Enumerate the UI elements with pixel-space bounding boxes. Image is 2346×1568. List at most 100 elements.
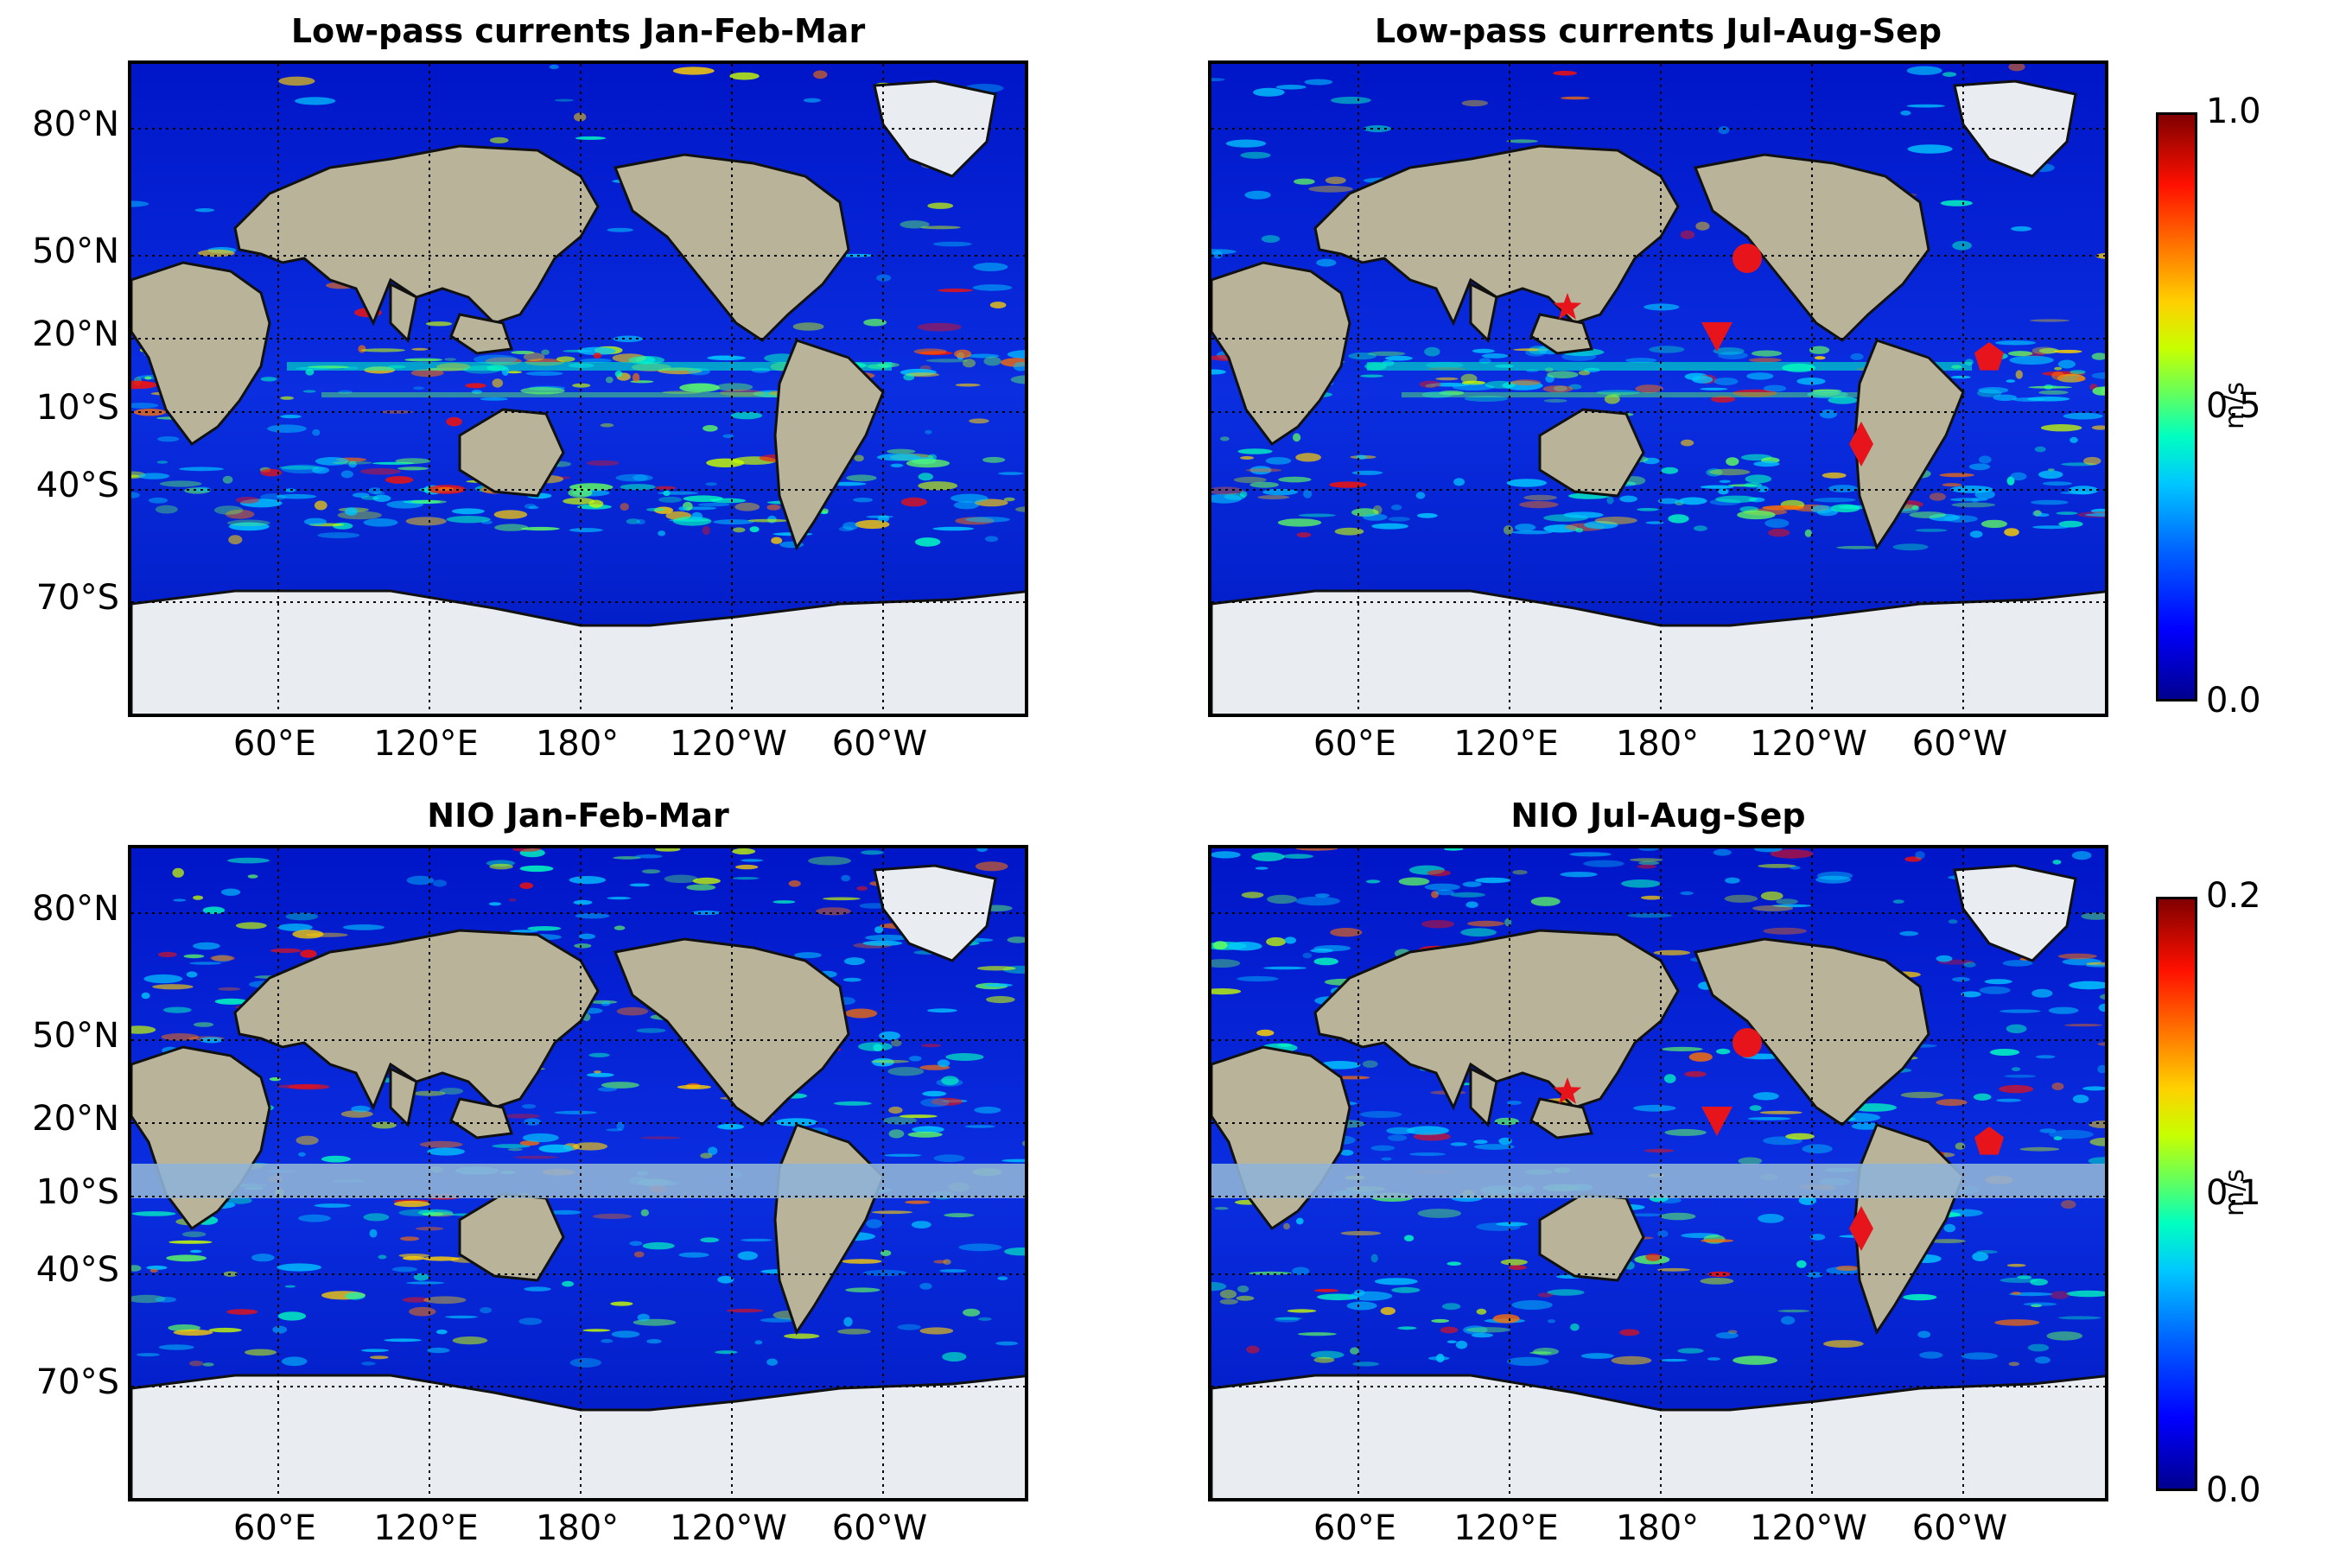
map-canvas xyxy=(1211,64,2105,714)
panel-lowpass-jas: Low-pass currents Jul-Aug-Sep 60°E 120°E 1… xyxy=(1208,12,2108,764)
lon-tick-label: 60°E xyxy=(232,724,317,764)
lon-tick-label: 180° xyxy=(1615,724,1700,764)
colorbar-unit-label: m/s xyxy=(2219,382,2250,429)
lon-tick-label: 120°W xyxy=(1750,1508,1867,1548)
station-diamond-marker xyxy=(1849,1206,1873,1251)
map-nio-jas xyxy=(1208,845,2108,1501)
map-nio-jfm xyxy=(128,845,1028,1501)
land-antarctica xyxy=(1211,1374,2105,1498)
land-seasia xyxy=(1529,1097,1594,1139)
land-africa xyxy=(131,261,271,447)
lon-tick-label: 60°E xyxy=(1313,724,1397,764)
lon-tick-label: 60°W xyxy=(1911,724,2008,764)
lat-tick-label: 40°S xyxy=(35,1250,119,1290)
lon-tick-label: 60°W xyxy=(831,724,928,764)
lat-tick-label: 20°N xyxy=(32,314,119,354)
graticule xyxy=(1211,848,2105,1498)
station-triangle-marker xyxy=(1701,1107,1732,1136)
lon-tick-label: 120°W xyxy=(1750,724,1867,764)
continents xyxy=(131,79,1025,714)
colorbar-tick-mid: 0.5 xyxy=(2206,386,2261,426)
station-diamond-marker xyxy=(1849,422,1873,467)
panel-title: NIO Jul-Aug-Sep xyxy=(1510,797,1806,835)
lon-tick-label: 120°W xyxy=(670,1508,787,1548)
map-lowpass-jas xyxy=(1208,60,2108,717)
land-seasia xyxy=(449,1097,514,1139)
land-namerica xyxy=(1693,153,1930,342)
lon-tick-label: 60°E xyxy=(232,1508,317,1548)
land-antarctica xyxy=(131,1374,1025,1498)
lon-tick-label: 120°W xyxy=(670,724,787,764)
lon-tick-label: 60°W xyxy=(831,1508,928,1548)
map-canvas xyxy=(131,848,1025,1498)
colorbar-tick-mid: 0.1 xyxy=(2206,1173,2261,1213)
lat-tick-label: 40°S xyxy=(35,466,119,505)
panel-nio-jfm: NIO Jan-Feb-Mar 80°N 50°N 20°N 10°S 40°S 70°S… xyxy=(32,797,1028,1548)
lon-tick-label: 180° xyxy=(535,1508,620,1548)
station-markers xyxy=(1553,244,2005,467)
station-triangle-marker xyxy=(1701,322,1732,352)
colorbar-tick-max: 0.2 xyxy=(2206,876,2261,916)
panel-nio-jas: NIO Jul-Aug-Sep 60°E 120°E 180° 120°W 60°W xyxy=(1208,797,2108,1548)
lon-tick-label: 180° xyxy=(1615,1508,1700,1548)
lon-tick-label: 120°E xyxy=(373,1508,479,1548)
station-star-marker xyxy=(1553,1077,1582,1104)
station-star-marker xyxy=(1553,293,1582,320)
colorbar-gradient xyxy=(2156,897,2197,1491)
graticule xyxy=(1211,64,2105,714)
panel-lowpass-jfm: Low-pass currents Jan-Feb-Mar 80°N 50°N 20… xyxy=(32,12,1028,764)
lat-tick-label: 50°N xyxy=(32,1016,119,1056)
equatorial-mask-band xyxy=(1211,1164,2105,1198)
land-india xyxy=(1469,282,1498,344)
station-markers xyxy=(1553,1028,2005,1251)
land-india xyxy=(1469,1066,1498,1128)
lon-tick-label: 120°E xyxy=(373,724,479,764)
lat-tick-label: 70°S xyxy=(35,578,119,618)
colorbar-tick-min: 0.0 xyxy=(2206,681,2261,721)
land-australia xyxy=(1538,408,1645,498)
land-australia xyxy=(458,408,565,498)
land-antarctica xyxy=(1211,589,2105,714)
lat-tick-label: 50°N xyxy=(32,232,119,271)
colorbar-unit-label: m/s xyxy=(2219,1169,2250,1216)
land-seasia xyxy=(449,313,514,355)
map-lowpass-jfm xyxy=(128,60,1028,717)
lat-tick-label: 80°N xyxy=(32,889,119,929)
map-canvas xyxy=(131,64,1025,714)
lon-tick-label: 60°E xyxy=(1313,1508,1397,1548)
lat-tick-label: 10°S xyxy=(35,1172,119,1212)
land-antarctica xyxy=(131,589,1025,714)
graticule xyxy=(131,848,1025,1498)
station-circle-marker xyxy=(1732,244,1762,273)
land-namerica xyxy=(613,153,850,342)
station-pentagon-marker xyxy=(1974,342,2005,371)
land-namerica xyxy=(1693,937,1930,1127)
map-canvas xyxy=(1211,848,2105,1498)
colorbar-gradient xyxy=(2156,112,2197,701)
continents xyxy=(1211,79,2105,714)
graticule xyxy=(131,64,1025,714)
lon-tick-label: 60°W xyxy=(1911,1508,2008,1548)
lon-tick-label: 120°E xyxy=(1453,1508,1559,1548)
colorbar-lowpass: 1.0 0.5 0.0 m/s xyxy=(2156,92,2261,721)
lat-tick-label: 70°S xyxy=(35,1362,119,1402)
colorbar-tick-min: 0.0 xyxy=(2206,1470,2261,1510)
land-namerica xyxy=(613,937,850,1127)
equatorial-mask-band xyxy=(131,1164,1025,1198)
lon-tick-label: 180° xyxy=(535,724,620,764)
colorbar-nio: 0.2 0.1 0.0 m/s xyxy=(2156,876,2261,1510)
station-pentagon-marker xyxy=(1974,1127,2005,1155)
land-india xyxy=(389,1066,418,1128)
panel-title: Low-pass currents Jul-Aug-Sep xyxy=(1374,12,1942,50)
lat-tick-label: 80°N xyxy=(32,105,119,144)
land-samerica xyxy=(773,339,885,551)
panel-title: Low-pass currents Jan-Feb-Mar xyxy=(290,12,866,50)
land-india xyxy=(389,282,418,344)
lat-tick-label: 10°S xyxy=(35,388,119,428)
land-africa xyxy=(1211,261,1351,447)
station-circle-marker xyxy=(1732,1028,1762,1057)
panel-title: NIO Jan-Feb-Mar xyxy=(427,797,729,835)
colorbar-tick-max: 1.0 xyxy=(2206,92,2261,131)
land-samerica xyxy=(1853,339,1965,551)
lat-tick-label: 20°N xyxy=(32,1099,119,1139)
